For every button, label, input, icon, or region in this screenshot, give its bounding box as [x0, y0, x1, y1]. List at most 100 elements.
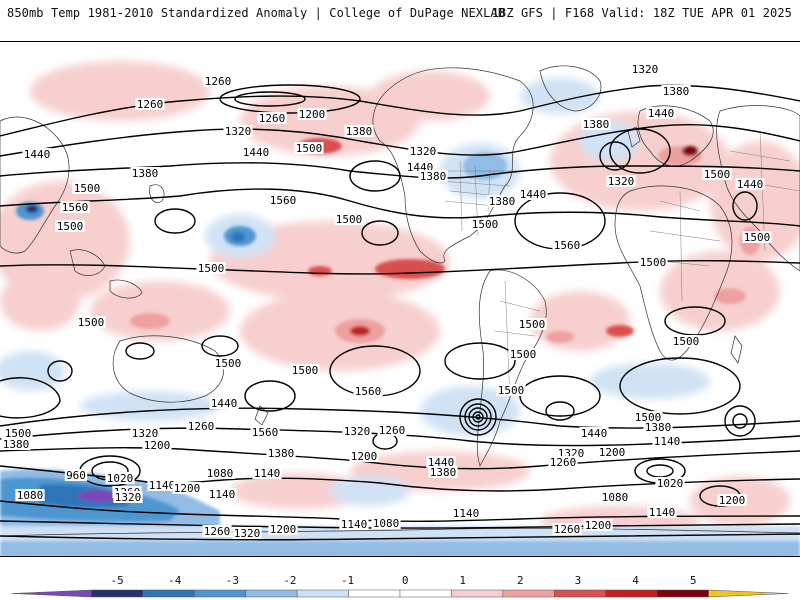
- contour-label-bg: [600, 491, 630, 503]
- contour-label: 1380: [583, 118, 610, 131]
- contour-label-bg: [339, 518, 369, 530]
- contour-label-bg: [130, 427, 160, 439]
- colorbar-tick-label: 1: [459, 574, 466, 587]
- contour-label: 1320: [344, 425, 371, 438]
- contour-label-bg: [15, 489, 45, 501]
- colorbar-segment: [502, 589, 555, 598]
- contour-label: 1440: [581, 427, 608, 440]
- contour-labels: 1260 1320 1260 1380 1260 1200 1440 1320 1380 1380…: [1, 63, 772, 540]
- anomaly-colorbar: -5 -4 -3 -2 -1 0 1 2 3 4 5: [11, 574, 789, 598]
- contour-label-bg: [470, 218, 500, 230]
- contour-label: 1560: [270, 194, 297, 207]
- colorbar-segment: [708, 589, 789, 598]
- contour-label-bg: [630, 63, 660, 75]
- contour-label: 1200: [174, 482, 201, 495]
- contour-label: 1080: [207, 467, 234, 480]
- contour-label: 1560: [62, 201, 89, 214]
- anomaly-shading-strong: [16, 138, 760, 343]
- contour-label: 1500: [744, 231, 771, 244]
- colorbar-tick-label: 0: [402, 574, 409, 587]
- contour-label-bg: [583, 519, 613, 531]
- contour-label: 1500: [498, 384, 525, 397]
- contour-label: 1500: [510, 348, 537, 361]
- contour-label: 1380: [430, 466, 457, 479]
- contour-label-bg: [1, 438, 31, 450]
- contour-label-bg: [202, 525, 232, 537]
- contour-label-bg: [418, 170, 448, 182]
- contour-label-bg: [655, 477, 685, 489]
- contour-label: 1500: [198, 262, 225, 275]
- contour-label: 1380: [489, 195, 516, 208]
- contour-label-bg: [297, 108, 327, 120]
- contour-label: 1380: [346, 125, 373, 138]
- contour-label: 1320: [115, 491, 142, 504]
- contour-label: 1140: [654, 435, 681, 448]
- contour-label-bg: [241, 146, 271, 158]
- contour-label-bg: [353, 385, 383, 397]
- contour-label: 1560: [252, 426, 279, 439]
- contour-label: 1200: [270, 523, 297, 536]
- contour-label: 1320: [632, 63, 659, 76]
- contour-label-bg: [517, 318, 547, 330]
- contour-label-bg: [548, 456, 578, 468]
- contour-label: 1440: [24, 148, 51, 161]
- continent-outlines: [0, 65, 800, 537]
- map-title: 850mb Temp 1981-2010 Standardized Anomal…: [7, 6, 506, 20]
- contour-label-bg: [334, 213, 364, 225]
- colorbar-tick-label: 3: [575, 574, 582, 587]
- contour-label: 1200: [585, 519, 612, 532]
- contour-label-bg: [207, 488, 237, 500]
- contour-label: 1260: [259, 112, 286, 125]
- contour-label: 1500: [472, 218, 499, 231]
- contour-label: 1500: [635, 411, 662, 424]
- contour-label: 1140: [209, 488, 236, 501]
- contour-label-bg: [606, 175, 636, 187]
- contour-label: 1500: [5, 427, 32, 440]
- contour-label-bg: [72, 182, 102, 194]
- colorbar-segment: [451, 589, 504, 598]
- contour-label: 1380: [645, 421, 672, 434]
- colorbar-segment: [296, 589, 349, 598]
- contour-label-bg: [3, 427, 33, 439]
- contour-label-bg: [552, 523, 582, 535]
- contour-label: 1560: [554, 239, 581, 252]
- contour-label: 1080: [373, 517, 400, 530]
- contour-label: 960: [66, 469, 86, 482]
- contour-label-bg: [250, 426, 280, 438]
- contour-label-bg: [661, 85, 691, 97]
- contour-label: 1140: [254, 467, 281, 480]
- contour-label-bg: [142, 439, 172, 451]
- contour-label: 1260: [554, 523, 581, 536]
- contour-label-bg: [597, 446, 627, 458]
- contour-label: 1380: [132, 167, 159, 180]
- contour-label: 1260: [379, 424, 406, 437]
- colorbar-tick-label: -1: [341, 574, 354, 587]
- contour-label-bg: [209, 397, 239, 409]
- contour-label-bg: [371, 517, 401, 529]
- contour-label-bg: [342, 425, 372, 437]
- anomaly-map: 1260 1320 1260 1380 1260 1200 1440 1320 1380 1380…: [0, 41, 800, 557]
- contour-label-bg: [172, 482, 202, 494]
- contour-label: 1200: [599, 446, 626, 459]
- model-run-info: 18Z GFS | F168 Valid: 18Z TUE APR 01 202…: [491, 6, 792, 20]
- contour-label-bg: [643, 421, 673, 433]
- contour-label: 1380: [663, 85, 690, 98]
- contour-label: 1140: [453, 507, 480, 520]
- contour-label: 1500: [519, 318, 546, 331]
- contour-label: 1560: [355, 385, 382, 398]
- contour-label-bg: [717, 494, 747, 506]
- contour-label-bg: [735, 178, 765, 190]
- contour-label-bg: [113, 491, 143, 503]
- contour-label-bg: [451, 507, 481, 519]
- contour-label-bg: [55, 220, 85, 232]
- contour-label: 1260: [188, 420, 215, 433]
- contour-label: 1260: [550, 456, 577, 469]
- colorbar-tick-label: -2: [283, 574, 296, 587]
- contour-label: 1080: [17, 489, 44, 502]
- contour-label: 1500: [296, 142, 323, 155]
- contour-label-bg: [508, 348, 538, 360]
- contour-label: 1320: [234, 527, 261, 540]
- colorbar-tick-label: -4: [168, 574, 182, 587]
- contour-label-bg: [64, 469, 88, 481]
